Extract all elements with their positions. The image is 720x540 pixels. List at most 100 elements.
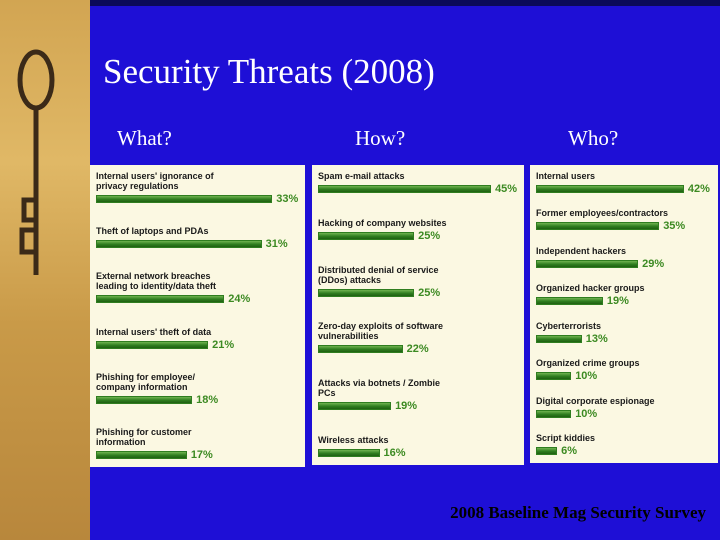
category-label: Spam e-mail attacks [318, 171, 405, 181]
bar-track: 45% [318, 182, 518, 195]
panel-heading: Who? [568, 126, 619, 150]
panel-heading: What? [117, 126, 172, 150]
category-label: Internal users [536, 171, 596, 181]
bar-row: Zero-day exploits of software vulnerabil… [318, 321, 518, 355]
bar-row: External network breaches leading to ide… [96, 271, 299, 305]
category-label: Independent hackers [536, 245, 627, 256]
category-label: Internal users' theft of data [96, 326, 212, 337]
bar-track: 10% [536, 407, 712, 420]
value-label: 6% [561, 444, 578, 457]
bar-track: 29% [536, 257, 712, 270]
bar [318, 345, 403, 354]
bar-row: Hacking of company websites 25% [318, 218, 518, 242]
category-label: Zero-day exploits of software vulnerabil… [318, 321, 444, 342]
slide-title: Security Threats (2008) [103, 52, 435, 91]
bar-track: 19% [318, 399, 518, 412]
category-label: Theft of laptops and PDAs [96, 226, 209, 237]
value-label: 42% [687, 183, 710, 195]
bar-row: Phishing for customer information 17% [96, 427, 299, 461]
category-label: Wireless attacks [318, 434, 389, 445]
category-label: Hacking of company websites [318, 217, 447, 228]
bar [96, 450, 187, 459]
bar [96, 240, 262, 249]
category-label: Attacks via botnets / Zombie PCs [318, 378, 441, 399]
bar-track: 6% [536, 444, 712, 457]
bar-row: Digital corporate espionage 10% [536, 396, 712, 420]
bar [536, 297, 603, 306]
bar [318, 448, 380, 457]
bar [318, 288, 415, 297]
bar-track: 35% [536, 219, 712, 232]
bar-track: 16% [318, 446, 518, 459]
value-label: 10% [575, 407, 598, 420]
bar-row: Cyberterrorists 13% [536, 321, 712, 345]
bar [536, 334, 582, 343]
bar [318, 185, 492, 193]
key-illustration [17, 49, 55, 275]
panel-heading: How? [355, 126, 406, 150]
bar-track: 21% [96, 338, 299, 351]
value-label: 19% [395, 400, 418, 413]
category-label: Former employees/contractors [536, 208, 669, 219]
chart-panel: Internal users' ignorance of privacy reg… [90, 165, 305, 467]
bar-track: 22% [318, 342, 518, 355]
chart-panel: Spam e-mail attacks 45% Hacking of company… [312, 165, 524, 465]
footer: 2008 Baseline Mag Security Survey [450, 503, 706, 522]
bar-row: Attacks via botnets / Zombie PCs 19% [318, 378, 518, 412]
bar-track: 31% [96, 237, 299, 250]
value-label: 21% [212, 338, 235, 351]
bar-track: 33% [96, 192, 299, 205]
value-label: 10% [575, 370, 598, 383]
bar-track: 19% [536, 294, 712, 307]
bar-row: Independent hackers 29% [536, 246, 712, 270]
bar-track: 18% [96, 393, 299, 406]
bar-row: Internal users 42% [536, 171, 712, 195]
bar [536, 222, 660, 231]
bar-row: Theft of laptops and PDAs 31% [96, 226, 299, 250]
category-label: External network breaches leading to ide… [96, 271, 217, 292]
bar-track: 10% [536, 369, 712, 382]
bar [318, 231, 415, 240]
bar [536, 185, 684, 193]
bar-track: 42% [536, 182, 712, 195]
value-label: 17% [190, 448, 213, 461]
category-label: Phishing for employee/ company informati… [96, 371, 196, 392]
bar [96, 395, 193, 404]
bar [536, 409, 572, 418]
chart-panel: Internal users 42% Former employees/contra… [530, 165, 718, 463]
bar-row: Phishing for employee/ company informati… [96, 372, 299, 406]
bar-row: Organized hacker groups 19% [536, 283, 712, 307]
value-label: 19% [606, 295, 629, 308]
bar-track: 25% [318, 229, 518, 242]
bar-row: Internal users' ignorance of privacy reg… [96, 171, 299, 205]
bar-row: Internal users' theft of data 21% [96, 327, 299, 351]
category-label: Distributed denial of service (DDos) att… [318, 264, 439, 285]
bar [318, 402, 392, 411]
side-strip [0, 0, 90, 540]
value-label: 35% [663, 220, 686, 233]
bar-row: Wireless attacks 16% [318, 435, 518, 459]
bar-row: Distributed denial of service (DDos) att… [318, 265, 518, 299]
value-label: 25% [418, 229, 441, 242]
value-label: 33% [276, 193, 299, 205]
bar-row: Former employees/contractors 35% [536, 208, 712, 232]
bar [536, 259, 639, 268]
bar [96, 195, 273, 203]
bar-track: 24% [96, 292, 299, 305]
bar-track: 17% [96, 448, 299, 461]
value-label: 16% [383, 446, 406, 459]
bar-row: Script kiddies 6% [536, 433, 712, 457]
category-label: Digital corporate espionage [536, 395, 655, 406]
bar [96, 295, 225, 304]
category-label: Phishing for customer information [96, 426, 192, 447]
value-label: 45% [495, 183, 518, 195]
category-label: Script kiddies [536, 432, 596, 443]
value-label: 13% [585, 332, 608, 345]
value-label: 29% [642, 257, 665, 270]
bar [96, 340, 209, 349]
value-label: 25% [418, 286, 441, 299]
category-label: Internal users' ignorance of privacy reg… [96, 171, 214, 191]
bar-track: 13% [536, 332, 712, 345]
category-label: Organized crime groups [536, 358, 640, 369]
